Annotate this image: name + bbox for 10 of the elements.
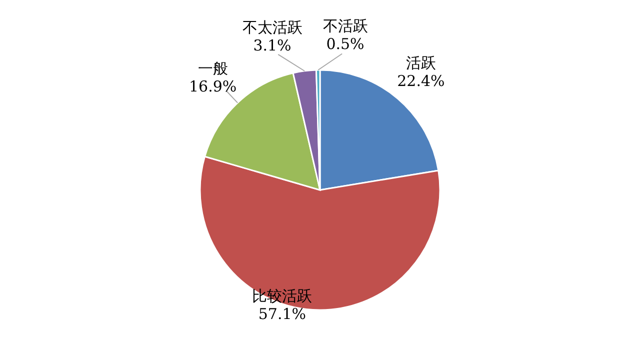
data-label: 16.9% [189,78,237,96]
slice-label: 比较活跃 [252,287,312,305]
data-label: 3.1% [253,36,292,54]
data-label: 57.1% [258,305,306,323]
slice-label: 不活跃 [322,17,368,36]
data-label: 0.5% [326,35,364,54]
slice-label: 不太活跃 [242,18,302,36]
data-label: 22.4% [397,72,445,90]
slice-label: 一般 [198,60,228,78]
slice-label: 活跃 [406,54,436,72]
